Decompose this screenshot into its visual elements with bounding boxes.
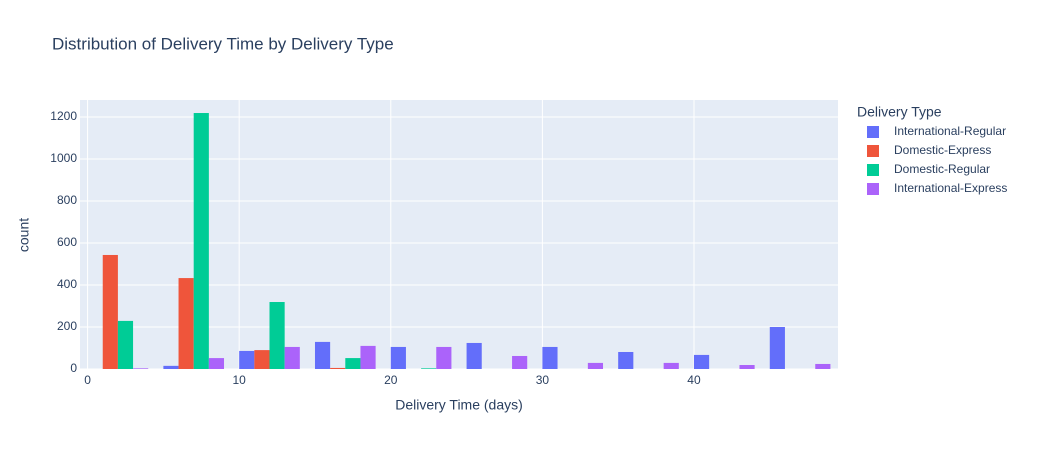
bar [436, 346, 452, 369]
y-tick-label: 600 [57, 235, 77, 249]
bar [618, 351, 634, 369]
legend-swatch [867, 126, 879, 138]
bar [360, 345, 376, 369]
x-axis-title: Delivery Time (days) [395, 397, 523, 413]
bar [769, 327, 785, 369]
bar [133, 368, 149, 369]
legend-label: Domestic-Regular [894, 162, 990, 176]
legend-swatch [867, 164, 879, 176]
legend-label: International-Express [894, 181, 1007, 195]
bar [284, 346, 300, 369]
bar [466, 342, 482, 369]
bar [163, 365, 179, 369]
legend-title: Delivery Type [857, 104, 942, 120]
bar [693, 354, 710, 369]
y-tick-label: 200 [57, 319, 77, 333]
bar [269, 302, 285, 369]
bar [390, 346, 406, 369]
chart-title: Distribution of Delivery Time by Deliver… [52, 34, 394, 53]
bar [421, 368, 437, 369]
x-tick-label: 30 [536, 373, 550, 387]
x-tick-label: 10 [233, 373, 247, 387]
bar [663, 362, 679, 369]
bar [193, 113, 209, 369]
bar [815, 363, 831, 369]
y-tick-label: 1000 [50, 151, 77, 165]
bar [587, 362, 604, 369]
bar [117, 320, 134, 369]
x-tick-label: 40 [687, 373, 701, 387]
legend-label: International-Regular [894, 124, 1006, 138]
bar [739, 365, 755, 369]
bar [512, 355, 528, 369]
y-tick-label: 0 [70, 361, 77, 375]
y-tick-label: 1200 [50, 109, 77, 123]
bar [254, 350, 270, 369]
bar [542, 346, 558, 369]
bar [345, 358, 361, 369]
bar [102, 254, 118, 369]
y-axis-title: count [16, 218, 32, 252]
y-tick-label: 800 [57, 193, 77, 207]
bar [330, 367, 346, 369]
x-tick-label: 20 [384, 373, 398, 387]
bar [208, 358, 225, 369]
legend-label: Domestic-Express [894, 143, 991, 157]
bar [178, 278, 194, 369]
x-tick-label: 0 [84, 373, 91, 387]
legend-swatch [867, 145, 879, 157]
y-tick-label: 400 [57, 277, 77, 291]
bar [314, 341, 331, 369]
bar [239, 350, 255, 369]
legend-swatch [867, 183, 879, 195]
